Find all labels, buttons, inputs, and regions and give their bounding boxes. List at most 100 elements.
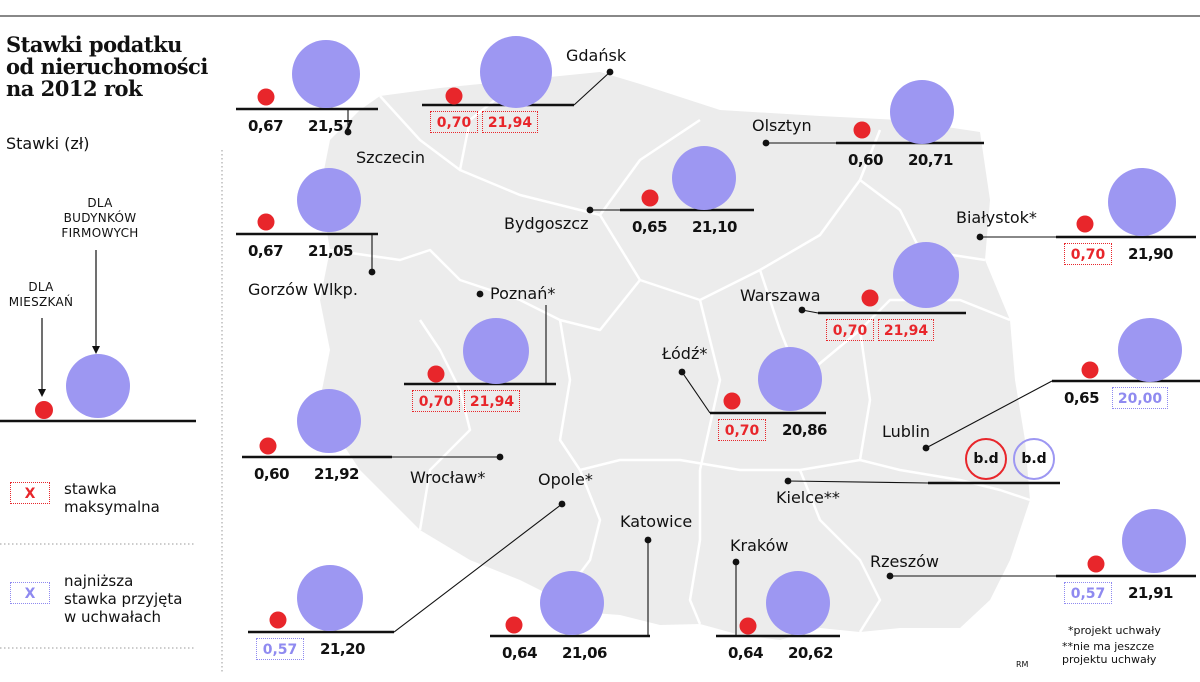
poznan-business-value: 21,94 bbox=[464, 390, 520, 412]
warszawa-business-value: 21,94 bbox=[878, 319, 934, 341]
katowice-label: Katowice bbox=[620, 512, 693, 531]
rzeszow-business-value: 21,91 bbox=[1128, 584, 1173, 602]
poznan-residential-value: 0,70 bbox=[412, 390, 460, 412]
wroclaw-location-dot bbox=[496, 453, 504, 461]
krakow-label: Kraków bbox=[730, 536, 789, 555]
voivodeship-border-4 bbox=[418, 319, 472, 531]
kielce-business-value: b.d bbox=[1013, 438, 1055, 480]
wroclaw-business-disc bbox=[297, 389, 361, 453]
krakow-residential-value: 0,64 bbox=[728, 644, 764, 662]
katowice-business-disc bbox=[540, 571, 604, 635]
kielce-location-dot bbox=[784, 477, 792, 485]
warszawa-label: Warszawa bbox=[740, 286, 821, 305]
voivodeship-border-5 bbox=[558, 298, 1011, 472]
olsztyn-residential-dot bbox=[853, 121, 871, 139]
legend-residential-caption: DLA MIESZKAŃ bbox=[8, 280, 74, 309]
opole-business-disc bbox=[297, 565, 363, 631]
opole-leader-line bbox=[393, 503, 563, 633]
gdansk-business-value: 21,94 bbox=[482, 111, 538, 133]
katowice-residential-dot bbox=[505, 616, 523, 634]
voivodeship-border-6 bbox=[859, 458, 1031, 502]
page-subtitle: Stawki (zł) bbox=[6, 134, 90, 153]
krakow-location-dot bbox=[732, 558, 740, 566]
lublin-residential-value: 0,65 bbox=[1064, 389, 1100, 407]
voivodeship-border-12 bbox=[379, 79, 521, 172]
kielce-label: Kielce** bbox=[776, 488, 840, 507]
lodz-location-dot bbox=[678, 368, 686, 376]
gdansk-label: Gdańsk bbox=[566, 46, 627, 65]
legend-residential-arrowhead bbox=[38, 389, 46, 397]
opole-label: Opole* bbox=[538, 470, 593, 489]
szczecin-business-value: 21,57 bbox=[308, 117, 353, 135]
poznan-business-disc bbox=[463, 318, 529, 384]
gorzow-wlkp-residential-value: 0,67 bbox=[248, 242, 284, 260]
opole-residential-dot bbox=[269, 611, 287, 629]
gdansk-leader-line bbox=[573, 71, 611, 106]
legend-min-label: najniższa stawka przyjęta w uchwałach bbox=[64, 572, 183, 626]
lublin-location-dot bbox=[922, 444, 930, 452]
wroclaw-residential-value: 0,60 bbox=[254, 465, 290, 483]
lodz-leader-line bbox=[681, 371, 711, 414]
bialystok-residential-dot bbox=[1076, 215, 1094, 233]
lublin-leader-line bbox=[925, 380, 1053, 449]
kielce-leader-line bbox=[787, 480, 929, 484]
opole-business-value: 21,20 bbox=[320, 640, 365, 658]
lodz-label: Łódź* bbox=[662, 344, 708, 363]
bydgoszcz-business-value: 21,10 bbox=[692, 218, 737, 236]
rzeszow-label: Rzeszów bbox=[870, 552, 939, 571]
page-title: Stawki podatku od nieruchomości na 2012 … bbox=[6, 32, 208, 101]
poznan-label: Poznań* bbox=[490, 284, 556, 303]
poznan-residential-dot bbox=[427, 365, 445, 383]
lodz-residential-value: 0,70 bbox=[718, 419, 766, 441]
gorzow-wlkp-label: Gorzów Wlkp. bbox=[248, 280, 358, 299]
warszawa-business-disc bbox=[893, 242, 959, 308]
bialystok-business-value: 21,90 bbox=[1128, 245, 1173, 263]
olsztyn-business-value: 20,71 bbox=[908, 151, 953, 169]
bialystok-location-dot bbox=[976, 233, 984, 241]
katowice-location-dot bbox=[644, 536, 652, 544]
voivodeship-border-8 bbox=[688, 470, 702, 625]
legend-residential-dot bbox=[35, 401, 53, 419]
gdansk-business-disc bbox=[480, 36, 552, 108]
katowice-business-value: 21,06 bbox=[562, 644, 607, 662]
legend-business-arrowhead bbox=[92, 346, 100, 354]
poznan-location-dot bbox=[476, 290, 484, 298]
opole-location-dot bbox=[558, 500, 566, 508]
szczecin-location-dot bbox=[344, 128, 352, 136]
voivodeship-border-2 bbox=[598, 118, 701, 216]
olsztyn-residential-value: 0,60 bbox=[848, 151, 884, 169]
legend-business-caption: DLA BUDYNKÓW FIRMOWYCH bbox=[61, 196, 139, 240]
kielce-residential-value: b.d bbox=[965, 438, 1007, 480]
gdansk-residential-value: 0,70 bbox=[430, 111, 478, 133]
warszawa-residential-value: 0,70 bbox=[826, 319, 874, 341]
rzeszow-location-dot bbox=[886, 572, 894, 580]
voivodeship-border-11 bbox=[698, 299, 722, 471]
lodz-business-value: 20,86 bbox=[782, 421, 827, 439]
voivodeship-border-3 bbox=[329, 248, 641, 332]
wroclaw-business-value: 21,92 bbox=[314, 465, 359, 483]
katowice-residential-value: 0,64 bbox=[502, 644, 538, 662]
gorzow-wlkp-business-value: 21,05 bbox=[308, 242, 353, 260]
warszawa-residential-dot bbox=[861, 289, 879, 307]
poland-outline bbox=[320, 72, 1030, 640]
szczecin-residential-dot bbox=[257, 88, 275, 106]
wroclaw-residential-dot bbox=[259, 437, 277, 455]
szczecin-business-disc bbox=[292, 40, 360, 108]
gorzow-wlkp-residential-dot bbox=[257, 213, 275, 231]
gdansk-location-dot bbox=[606, 68, 614, 76]
lublin-business-disc bbox=[1118, 318, 1182, 382]
szczecin-residential-value: 0,67 bbox=[248, 117, 284, 135]
lublin-residential-dot bbox=[1081, 361, 1099, 379]
gorzow-wlkp-business-disc bbox=[297, 168, 361, 232]
lodz-business-disc bbox=[758, 347, 822, 411]
rzeszow-residential-value: 0,57 bbox=[1064, 582, 1112, 604]
bydgoszcz-label: Bydgoszcz bbox=[504, 214, 589, 233]
krakow-residential-dot bbox=[739, 617, 757, 635]
gorzow-wlkp-location-dot bbox=[368, 268, 376, 276]
bydgoszcz-residential-dot bbox=[641, 189, 659, 207]
szczecin-label: Szczecin bbox=[356, 148, 425, 167]
author-credit: RM bbox=[1016, 660, 1029, 669]
opole-residential-value: 0,57 bbox=[256, 638, 304, 660]
